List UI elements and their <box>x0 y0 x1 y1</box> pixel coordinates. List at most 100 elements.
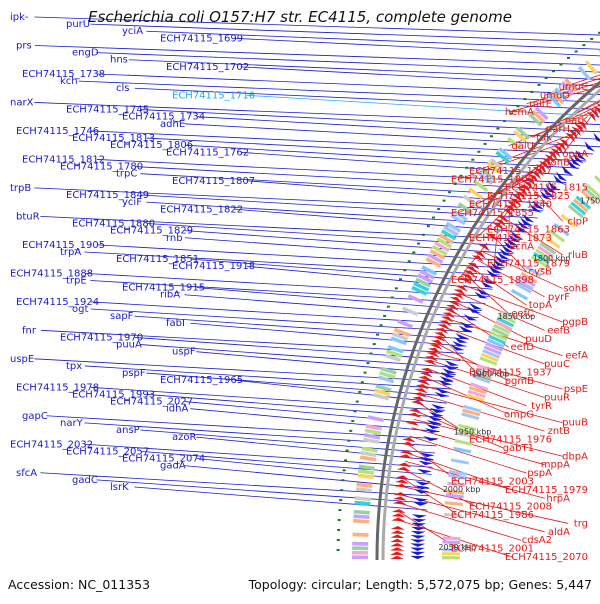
reverse-gene-arrow <box>426 351 440 358</box>
leader-line-right <box>454 301 527 340</box>
gc-dot <box>398 278 402 281</box>
gene-label-right: oppA <box>562 149 588 160</box>
reverse-gene-arrow <box>478 244 491 252</box>
gc-dot <box>347 439 351 442</box>
kbp-tick-label: 2000 kbp <box>443 485 481 494</box>
leader-line-right <box>503 217 563 256</box>
gene-label-right: ECH74115_2001 <box>451 544 534 555</box>
reverse-gene-arrow <box>491 222 504 231</box>
forward-gene-arrow <box>410 555 426 560</box>
forward-gene-arrow <box>492 258 506 267</box>
gc-dot <box>407 260 411 263</box>
cog-feature-block <box>476 363 495 373</box>
forward-gene-arrow <box>515 223 528 233</box>
gc-dot <box>509 112 513 115</box>
forward-gene-arrow <box>486 269 500 278</box>
backbone-outer-ring <box>375 80 600 561</box>
gene-label-left: gapC <box>22 411 48 422</box>
gene-label-right: pgpB <box>562 317 588 328</box>
cog-feature-block <box>483 345 502 356</box>
gc-dot <box>489 135 493 138</box>
cog-feature-block <box>352 555 369 560</box>
reverse-gene-arrow <box>395 479 409 484</box>
gene-label-right: eefA <box>565 351 588 362</box>
reverse-gene-arrow <box>445 304 459 311</box>
cog-feature-block <box>489 157 505 171</box>
reverse-gene-arrow <box>407 412 422 418</box>
cog-feature-block <box>359 455 377 462</box>
gene-label-right: pspA <box>527 468 552 479</box>
cog-feature-block <box>360 450 378 458</box>
cog-feature-block <box>357 468 375 475</box>
cog-feature-block <box>364 428 382 436</box>
forward-gene-arrow <box>419 456 434 462</box>
cog-feature-block <box>367 415 385 423</box>
gene-label-right: ECH74115_1986 <box>451 510 534 521</box>
leader-line-left <box>140 194 538 219</box>
forward-gene-arrow <box>417 468 432 474</box>
cog-feature-block <box>547 93 562 108</box>
forward-gene-arrow <box>411 514 427 519</box>
leader-line-right <box>420 393 545 432</box>
gene-label-right: hemA <box>505 107 534 118</box>
reverse-gene-arrow <box>519 184 531 193</box>
leader-line-right <box>436 343 509 382</box>
forward-gene-arrow <box>501 244 514 253</box>
reverse-gene-arrow <box>396 466 411 472</box>
gene-label-left: gadC <box>72 475 98 486</box>
cog-feature-block <box>365 424 383 431</box>
leader-line-left <box>96 73 600 95</box>
reverse-gene-arrow <box>391 517 406 522</box>
kbp-tick-label: 1800 kbp <box>533 254 571 263</box>
leader-line-left <box>246 265 493 290</box>
cog-feature-block <box>442 548 461 552</box>
reverse-gene-arrow <box>423 359 437 366</box>
forward-gene-arrow <box>584 141 596 152</box>
gc-dot <box>366 362 370 365</box>
leader-line-right <box>458 141 566 180</box>
cog-feature-block <box>584 60 598 75</box>
cog-feature-block <box>580 189 597 204</box>
gene-label-left: ansP <box>116 425 140 436</box>
gene-label-left: ECH74115_1738 <box>22 69 105 80</box>
leader-line-right <box>417 402 477 440</box>
cog-feature-block <box>442 556 461 560</box>
forward-gene-arrow <box>410 526 426 531</box>
cog-feature-block <box>520 271 538 284</box>
cog-feature-block <box>489 331 508 342</box>
leader-line-left <box>96 479 428 504</box>
gc-dot <box>544 77 548 80</box>
reverse-gene-arrow <box>550 148 561 158</box>
leader-line-left <box>196 436 434 461</box>
gene-label-left: puuA <box>116 340 142 351</box>
gc-dot <box>337 529 341 532</box>
gene-label-right: dbpA <box>562 451 588 462</box>
leader-line-left <box>234 379 447 404</box>
forward-gene-arrow <box>426 419 442 425</box>
gene-label-right: mltE <box>529 99 552 110</box>
cog-feature-block <box>372 392 390 401</box>
reverse-gene-arrow <box>390 530 405 534</box>
leader-line-left <box>146 201 533 226</box>
gc-dot <box>340 489 344 492</box>
cog-feature-block <box>379 370 396 380</box>
gc-dot <box>341 479 345 482</box>
reverse-gene-arrow <box>416 380 431 386</box>
cog-feature-block <box>442 552 461 556</box>
gene-label-left: azoR <box>172 432 196 443</box>
gene-label-left: narX <box>10 97 34 108</box>
leader-line-left <box>246 94 600 117</box>
reverse-gene-arrow <box>408 408 423 414</box>
gene-label-right: ECH74115_1815 <box>505 183 588 194</box>
cog-feature-block <box>352 532 369 537</box>
leader-line-left <box>146 372 449 397</box>
leader-line-left <box>90 301 476 326</box>
reverse-gene-arrow <box>399 450 414 455</box>
reverse-gene-arrow <box>544 154 555 164</box>
cog-feature-block <box>354 496 372 502</box>
gene-label-right: puuB <box>562 418 588 429</box>
reverse-gene-arrow <box>415 384 429 390</box>
reverse-gene-arrow <box>570 126 581 137</box>
feature-tracks <box>352 50 600 560</box>
